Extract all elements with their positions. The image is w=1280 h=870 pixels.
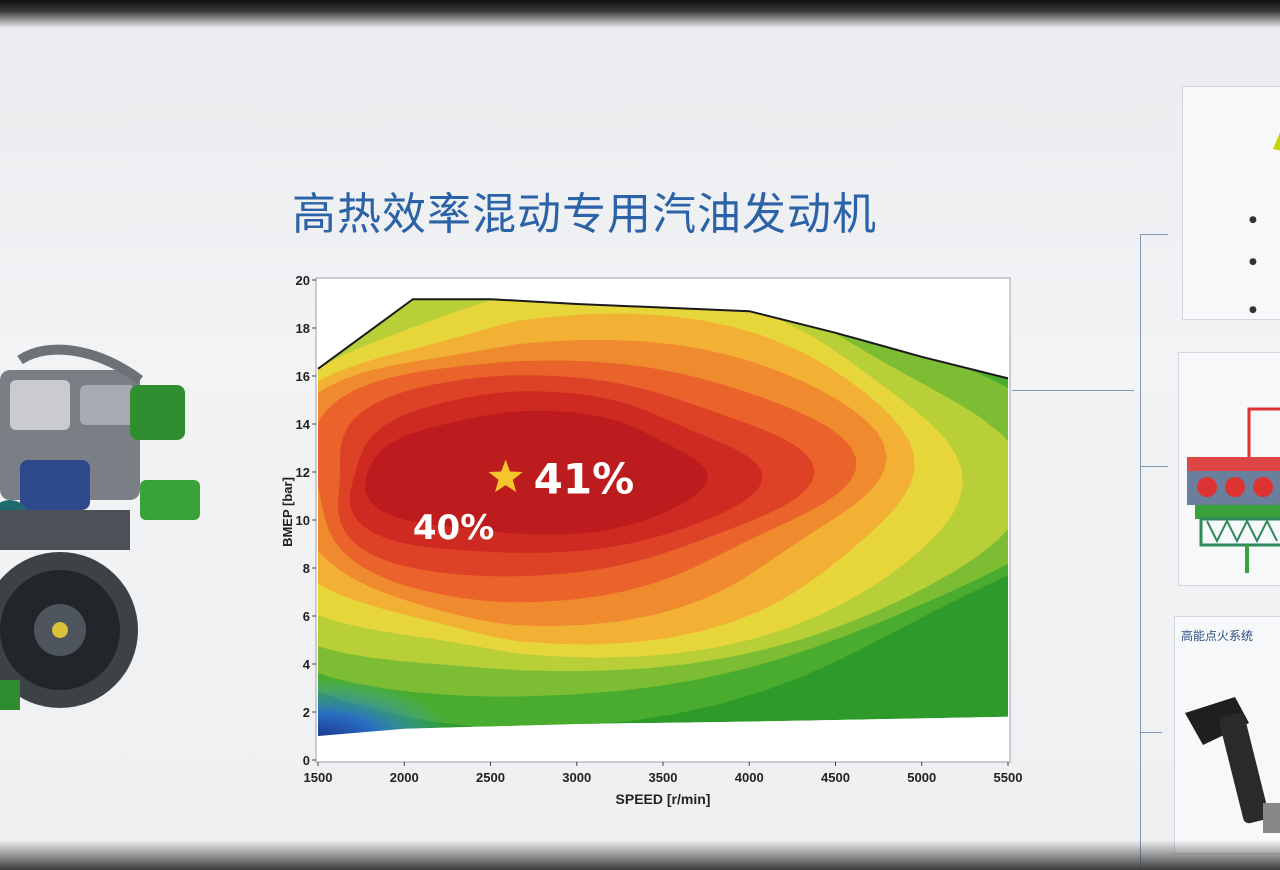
y-tick-label: 16 xyxy=(296,369,310,384)
page-title: 高热效率混动专用汽油发动机 xyxy=(292,189,877,240)
top-bezel-shadow xyxy=(0,0,1280,28)
contour-level-10 xyxy=(364,410,708,535)
x-tick-label: 3500 xyxy=(649,770,678,785)
ignition-coil-image xyxy=(1185,697,1280,833)
star-icon xyxy=(488,459,523,493)
y-tick-label: 12 xyxy=(296,465,310,480)
connector-vertical xyxy=(1140,234,1141,870)
efficiency-label: 40% xyxy=(413,508,494,548)
ignition-system-label: 高能点火系统 xyxy=(1181,629,1254,643)
y-tick-label: 2 xyxy=(303,705,310,720)
connector-horizontal xyxy=(1012,390,1134,391)
connector-tick-2 xyxy=(1140,466,1168,467)
x-tick-label: 1500 xyxy=(304,770,333,785)
x-tick-label: 3000 xyxy=(562,770,591,785)
y-tick-label: 0 xyxy=(303,753,310,768)
full-load-envelope xyxy=(317,298,1009,380)
cylinder-diagram xyxy=(1187,407,1280,573)
y-tick-label: 18 xyxy=(296,321,310,336)
x-tick-label: 4000 xyxy=(735,770,764,785)
y-axis-ticks: 0 2 4 6 8 10 12 14 16 18 20 xyxy=(296,273,316,768)
x-tick-label: 5000 xyxy=(907,770,936,785)
side-card-middle xyxy=(1178,352,1280,586)
y-tick-label: 14 xyxy=(296,417,311,432)
y-tick-label: 4 xyxy=(303,657,311,672)
y-axis-label: BMEP [bar] xyxy=(280,477,295,547)
annotations: 41% 40% xyxy=(413,455,634,549)
y-tick-label: 10 xyxy=(296,513,310,528)
connector-tick-3 xyxy=(1140,732,1162,733)
x-axis-label: SPEED [r/min] xyxy=(616,791,711,807)
low-load-region xyxy=(318,678,456,736)
x-tick-label: 5500 xyxy=(994,770,1023,785)
bottom-bezel-shadow xyxy=(0,840,1280,870)
triangle-icon xyxy=(1273,132,1280,151)
x-tick-label: 4500 xyxy=(821,770,850,785)
y-tick-label: 20 xyxy=(296,273,310,288)
efficiency-label: 41% xyxy=(534,455,635,504)
x-tick-label: 2500 xyxy=(476,770,505,785)
bullet-dot-icon: ● xyxy=(1249,215,1257,225)
y-tick-label: 8 xyxy=(303,561,310,576)
contour-layers xyxy=(318,299,1008,736)
connector-tick-1 xyxy=(1140,234,1168,235)
side-card-top: ● ● ● xyxy=(1182,86,1280,320)
y-tick-label: 6 xyxy=(303,609,310,624)
x-axis-ticks: 1500 2000 2500 3000 3500 4000 4500 5000 5500 xyxy=(304,762,1023,785)
x-tick-label: 2000 xyxy=(390,770,419,785)
bullet-dot-icon: ● xyxy=(1249,257,1257,267)
bullet-dot-icon: ● xyxy=(1249,305,1257,315)
engine-image xyxy=(0,344,200,710)
